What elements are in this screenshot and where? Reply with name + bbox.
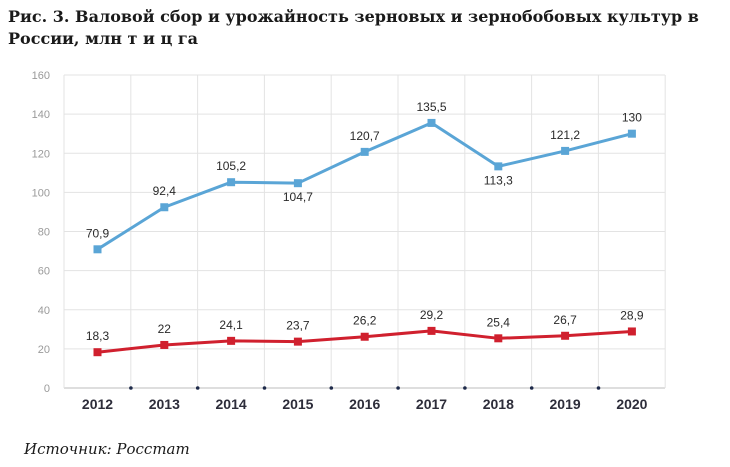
x-tick-label: 2012	[82, 396, 113, 412]
data-label: 104,7	[283, 190, 313, 204]
data-label: 24,1	[219, 318, 243, 332]
data-point	[160, 340, 169, 349]
data-point	[561, 146, 570, 155]
source-note: Источник: Росстат	[24, 440, 190, 458]
y-tick-label: 0	[44, 383, 50, 395]
chart-title: Рис. 3. Валовой сбор и урожайность зерно…	[8, 7, 699, 48]
data-label: 135,5	[416, 100, 446, 114]
data-point	[627, 129, 636, 138]
data-label: 25,4	[487, 315, 511, 329]
data-label: 113,3	[484, 173, 513, 187]
y-tick-label: 60	[38, 266, 50, 278]
data-point	[427, 118, 436, 127]
axis-dot	[596, 386, 601, 390]
data-label: 22	[158, 322, 172, 336]
data-point	[494, 334, 503, 343]
y-tick-label: 140	[32, 109, 50, 121]
data-label: 121,2	[550, 128, 580, 142]
data-label: 70,9	[86, 226, 110, 240]
x-tick-label: 2019	[550, 396, 581, 412]
x-tick-label: 2020	[616, 396, 647, 412]
x-tick-label: 2017	[416, 396, 447, 412]
data-point	[427, 326, 436, 335]
data-label: 26,2	[353, 314, 377, 328]
axis-dot	[463, 386, 467, 390]
axis-dot	[529, 386, 534, 390]
data-point	[93, 348, 102, 357]
y-tick-label: 160	[32, 70, 50, 82]
x-tick-label: 2015	[282, 396, 313, 412]
data-point	[227, 336, 236, 345]
data-label: 120,7	[350, 129, 380, 143]
axis-dot	[329, 386, 334, 390]
axis-dot	[195, 386, 200, 390]
data-point	[293, 179, 302, 188]
data-point	[93, 245, 102, 254]
data-label: 29,2	[420, 308, 444, 322]
data-point	[360, 147, 369, 156]
x-tick-label: 2014	[216, 396, 247, 412]
y-tick-label: 100	[32, 187, 50, 199]
x-tick-label: 2018	[483, 396, 514, 412]
data-point	[494, 162, 503, 171]
data-point	[293, 337, 302, 346]
axis-dot	[129, 386, 133, 390]
y-tick-label: 20	[38, 344, 50, 356]
axis-dot	[262, 386, 267, 390]
axis-dot	[396, 386, 400, 390]
data-label: 18,3	[86, 329, 110, 343]
data-label: 105,2	[216, 159, 246, 173]
data-point	[360, 332, 369, 341]
data-label: 28,9	[620, 308, 644, 322]
data-point	[160, 203, 169, 212]
y-tick-label: 120	[32, 148, 50, 160]
data-point	[227, 178, 236, 187]
data-label: 92,4	[153, 184, 177, 198]
data-point	[561, 331, 570, 340]
data-label: 26,7	[553, 313, 577, 327]
data-point	[627, 327, 636, 336]
x-tick-label: 2016	[349, 396, 380, 412]
data-label: 23,7	[286, 319, 310, 333]
y-tick-label: 80	[38, 227, 50, 239]
data-label: 130	[622, 111, 642, 125]
y-tick-label: 40	[38, 305, 50, 317]
x-tick-label: 2013	[149, 396, 180, 412]
